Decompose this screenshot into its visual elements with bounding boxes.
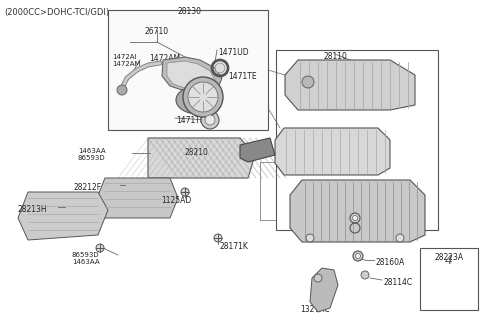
Text: 1471UD: 1471UD (218, 48, 249, 57)
Text: 1471TD: 1471TD (176, 116, 206, 125)
Circle shape (356, 253, 360, 259)
Circle shape (396, 234, 404, 242)
Circle shape (306, 234, 314, 242)
Circle shape (302, 76, 314, 88)
Ellipse shape (176, 86, 220, 114)
Circle shape (181, 188, 189, 196)
Text: 1472AM: 1472AM (149, 54, 180, 63)
Bar (108, 10, 268, 130)
Text: 28115L: 28115L (278, 152, 306, 161)
Text: 86593D: 86593D (78, 155, 106, 161)
Circle shape (188, 82, 218, 112)
Circle shape (117, 85, 127, 95)
Circle shape (96, 244, 104, 252)
Polygon shape (240, 138, 275, 162)
Text: 28171K: 28171K (220, 242, 249, 251)
Polygon shape (275, 128, 390, 175)
Circle shape (183, 77, 223, 117)
Text: 28114C: 28114C (384, 278, 413, 287)
Polygon shape (148, 138, 255, 178)
Text: 1463AA: 1463AA (72, 259, 100, 265)
Text: 1471TE: 1471TE (228, 72, 257, 81)
Text: 86593D: 86593D (72, 252, 100, 258)
Text: 28160: 28160 (365, 218, 389, 227)
Circle shape (353, 251, 363, 261)
Polygon shape (97, 178, 178, 218)
Text: (2000CC>DOHC-TCI/GDI): (2000CC>DOHC-TCI/GDI) (4, 8, 109, 17)
Circle shape (215, 63, 225, 73)
Polygon shape (285, 60, 415, 110)
Text: 28160A: 28160A (376, 258, 405, 267)
Polygon shape (290, 180, 425, 242)
Circle shape (352, 215, 358, 220)
Text: 1472AM: 1472AM (112, 61, 141, 67)
Polygon shape (18, 192, 108, 240)
Circle shape (205, 115, 215, 125)
Text: 1327AC: 1327AC (300, 305, 330, 314)
Text: 28210: 28210 (184, 148, 208, 157)
Text: 28110: 28110 (323, 52, 347, 61)
Polygon shape (162, 57, 222, 93)
Polygon shape (167, 61, 215, 90)
Text: 28161G: 28161G (365, 226, 395, 235)
Text: 28212F: 28212F (74, 183, 102, 192)
Text: 1463AA: 1463AA (78, 148, 106, 154)
Text: 1472AI: 1472AI (112, 54, 136, 60)
Circle shape (314, 274, 322, 282)
Circle shape (350, 213, 360, 223)
Bar (420, 248, 478, 310)
Text: 28223A: 28223A (434, 253, 464, 262)
Text: 1125AD: 1125AD (161, 196, 191, 205)
Text: 28113: 28113 (390, 184, 414, 193)
Polygon shape (310, 268, 338, 312)
Text: 28130: 28130 (178, 7, 202, 16)
Circle shape (201, 111, 219, 129)
Text: 4: 4 (445, 253, 453, 267)
Bar (276, 50, 438, 230)
Text: 28213H: 28213H (18, 205, 48, 214)
Text: 26710: 26710 (145, 27, 169, 36)
Circle shape (361, 271, 369, 279)
Circle shape (214, 234, 222, 242)
